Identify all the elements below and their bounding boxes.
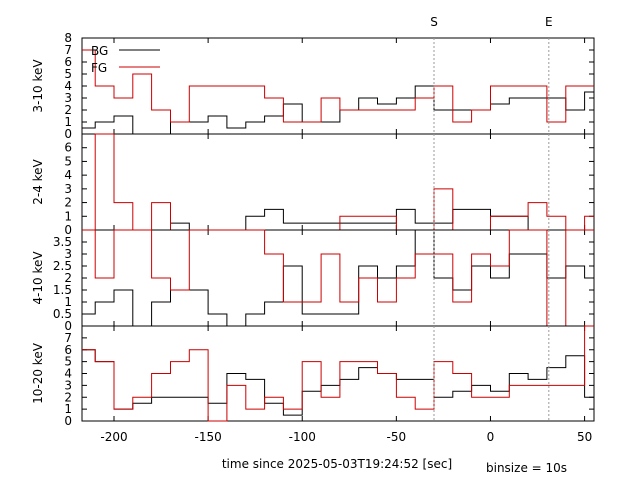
y-tick-label: 1: [64, 402, 72, 416]
y-tick-label: 0.5: [53, 307, 72, 321]
y-tick-label: 0: [64, 127, 72, 141]
y-tick-label: 0: [64, 414, 72, 428]
series-fg-line: [82, 133, 594, 231]
y-tick-label: 6: [64, 141, 72, 155]
y-tick-label: 3: [64, 247, 72, 261]
y-tick-label: 7: [64, 331, 72, 345]
y-tick-label: 1: [64, 209, 72, 223]
y-tick-label: 2: [64, 271, 72, 285]
y-tick-label: 4: [64, 168, 72, 182]
y-tick-label: 3: [64, 182, 72, 196]
y-tick-label: 2: [64, 390, 72, 404]
y-axis-label: 4-10 keV: [31, 251, 45, 305]
y-tick-label: 2.5: [53, 259, 72, 273]
series-fg-line: [82, 49, 594, 123]
legend: BG FG: [91, 44, 160, 75]
y-tick-label: 5: [64, 67, 72, 81]
series-bg-line: [82, 208, 594, 231]
y-tick-label: 3: [64, 91, 72, 105]
x-tick-label: -100: [289, 430, 316, 444]
y-axis-label: 3-10 keV: [31, 59, 45, 113]
y-axis-label: 2-4 keV: [31, 158, 45, 204]
legend-label-bg: BG: [91, 44, 108, 58]
y-tick-label: 6: [64, 343, 72, 357]
x-tick-label: 50: [577, 430, 592, 444]
y-tick-label: 3.5: [53, 235, 72, 249]
y-axis-label: 10-20 keV: [31, 342, 45, 404]
y-tick-label: 1: [64, 295, 72, 309]
y-tick-label: 7: [64, 43, 72, 57]
y-tick-label: 5: [64, 355, 72, 369]
series-bg-line: [82, 349, 594, 416]
legend-label-fg: FG: [91, 61, 107, 75]
x-tick-label: -150: [195, 430, 222, 444]
y-tick-label: 8: [64, 31, 72, 45]
y-tick-label: 4: [64, 367, 72, 381]
y-tick-label: 6: [64, 55, 72, 69]
x-tick-label: -50: [387, 430, 407, 444]
marker-label-s: S: [430, 15, 438, 29]
binsize-note: binsize = 10s: [486, 461, 567, 475]
panel-3: 00.511.522.533.5 4-10 keV: [31, 229, 595, 333]
y-tick-label: 0: [64, 223, 72, 237]
y-tick-label: 3: [64, 378, 72, 392]
y-tick-label: 0: [64, 319, 72, 333]
y-tick-label: 4: [64, 79, 72, 93]
y-tick-label: 1.5: [53, 283, 72, 297]
x-axis-label: time since 2025-05-03T19:24:52 [sec]: [222, 457, 452, 471]
y-tick-label: 2: [64, 196, 72, 210]
panel-frame: [81, 133, 595, 231]
y-tick-label: 1: [64, 115, 72, 129]
marker-label-e: E: [545, 15, 553, 29]
y-tick-label: 2: [64, 103, 72, 117]
series-fg-line: [82, 229, 594, 327]
x-tick-label: -200: [100, 430, 127, 444]
y-tick-label: 5: [64, 154, 72, 168]
series-fg-line: [82, 325, 594, 422]
x-tick-label: 0: [487, 430, 495, 444]
